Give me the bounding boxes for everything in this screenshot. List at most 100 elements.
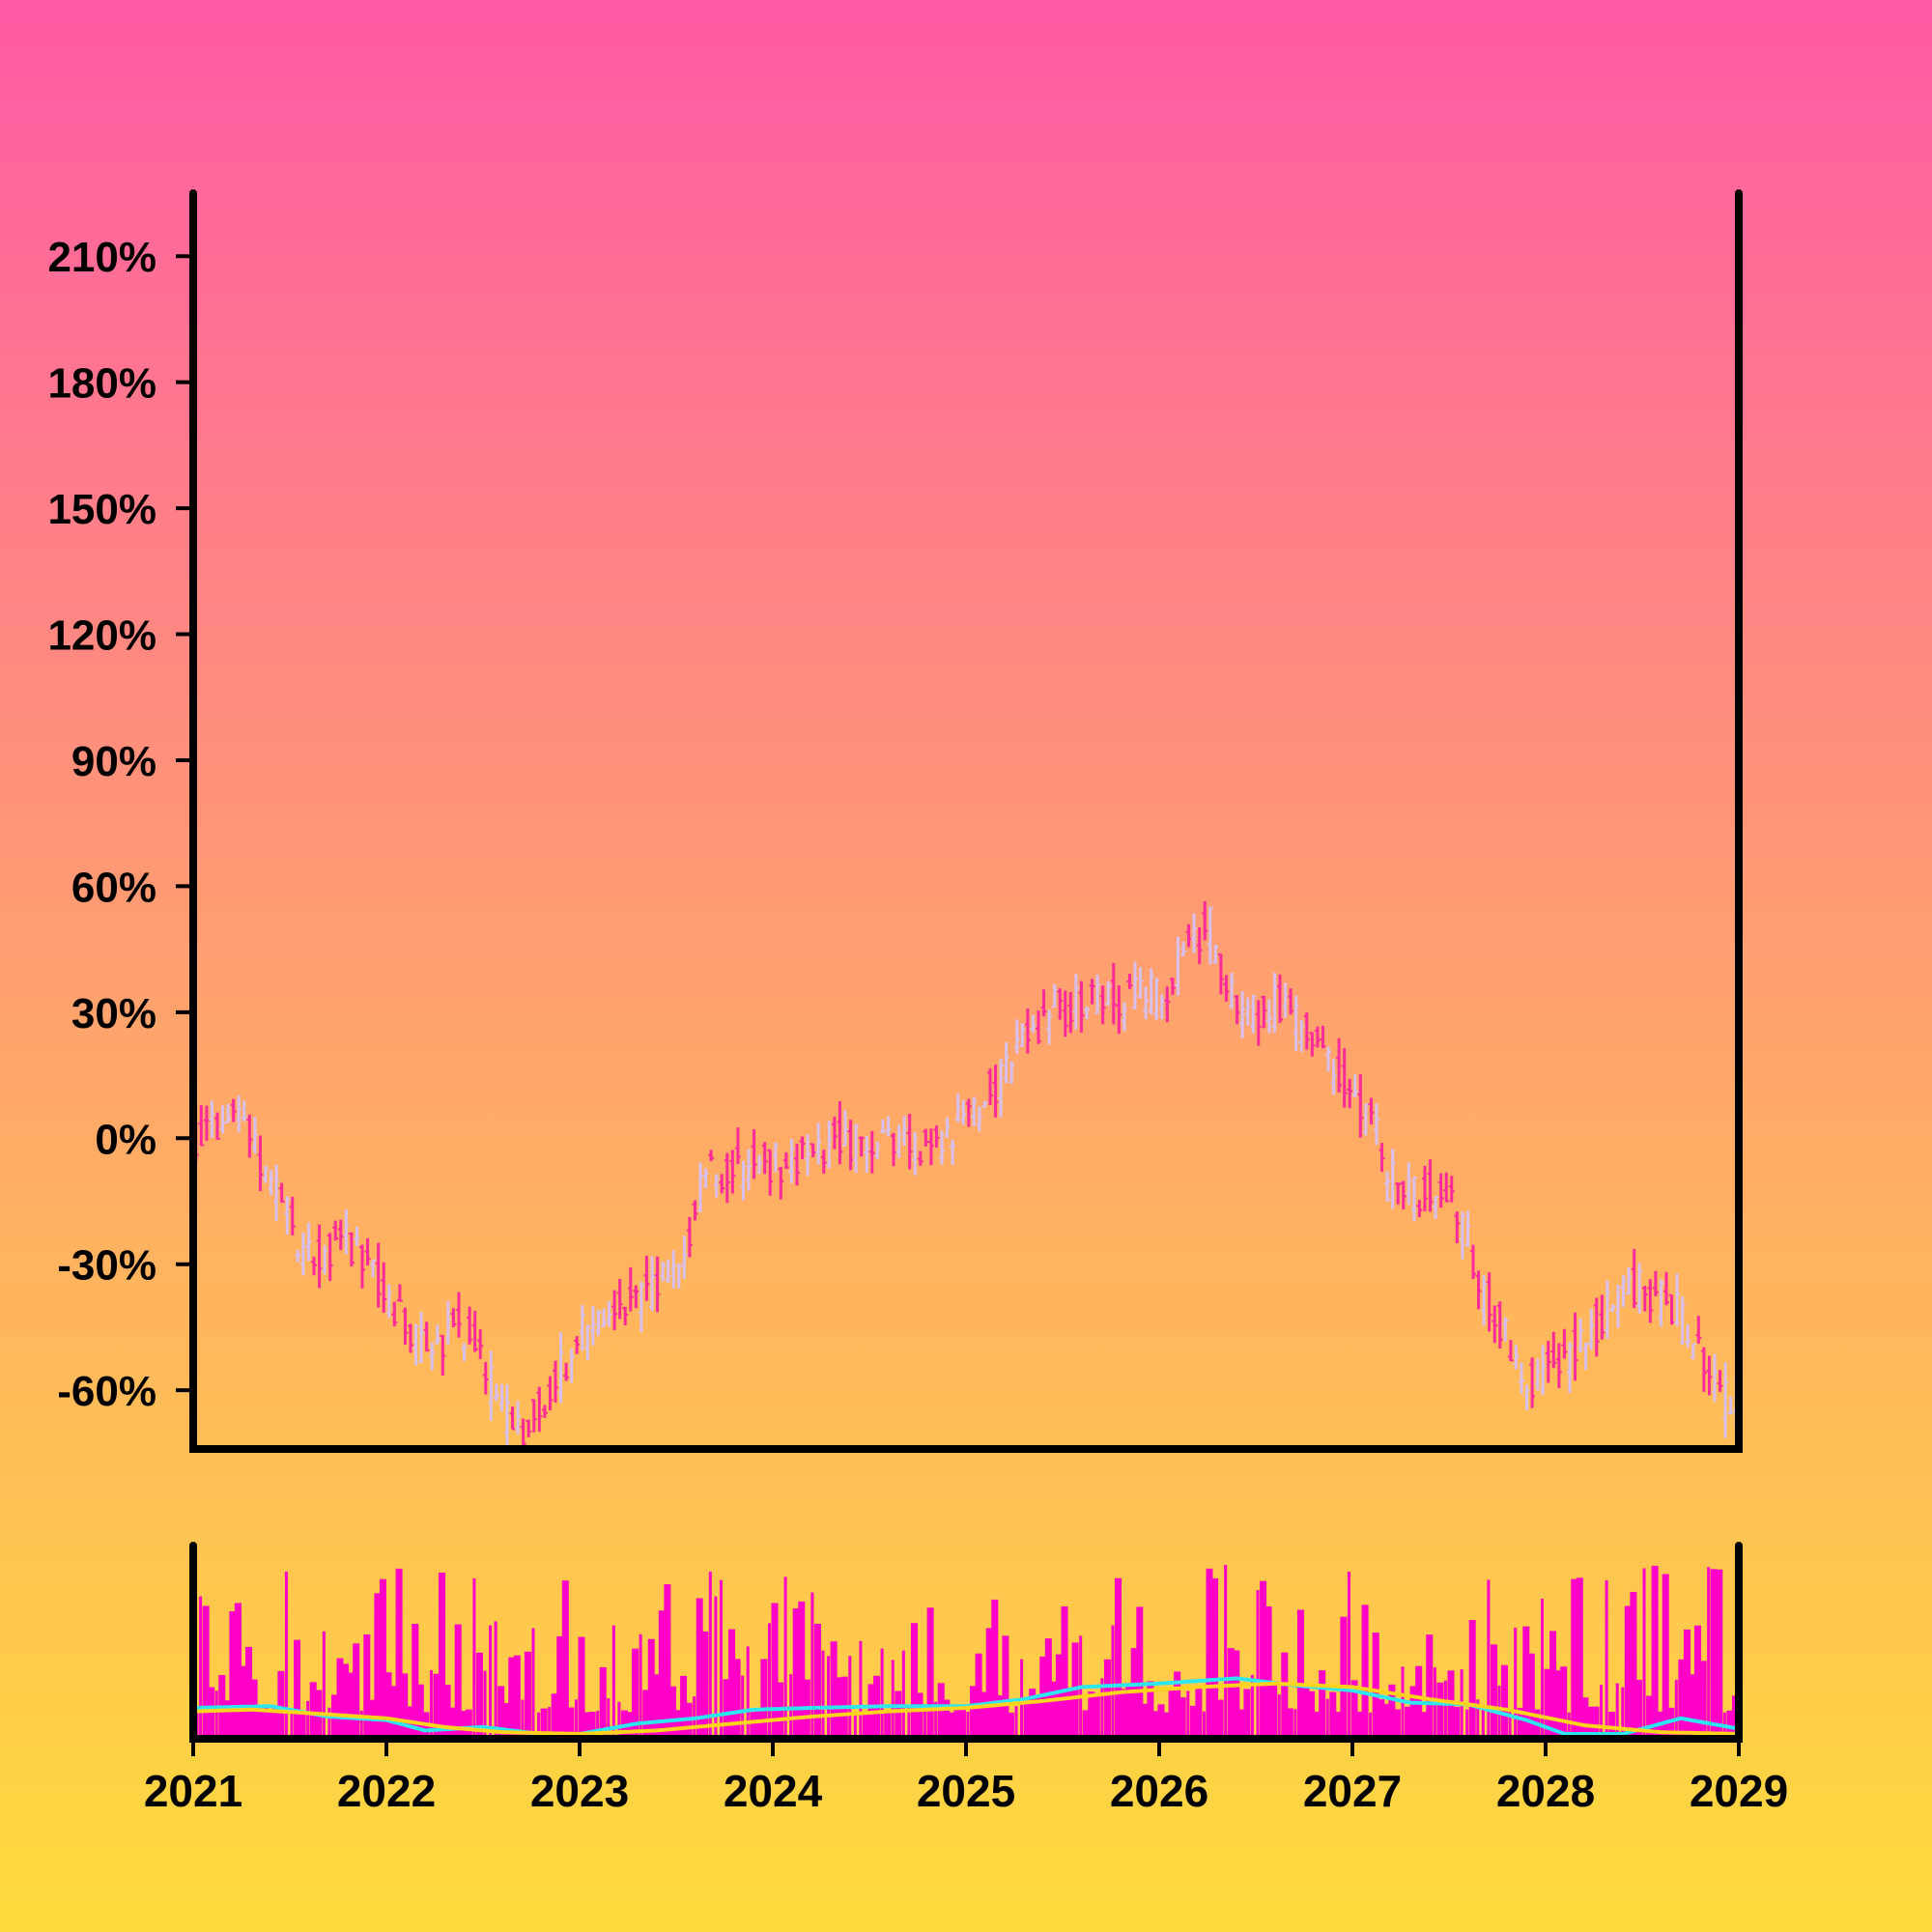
volume-bar	[439, 1573, 446, 1739]
volume-bar	[261, 1706, 269, 1739]
volume-bar	[664, 1584, 671, 1739]
volume-bar	[540, 1708, 548, 1739]
volume-bar	[1211, 1577, 1219, 1739]
volume-bar	[537, 1712, 541, 1739]
volume-bar	[901, 1650, 905, 1739]
volume-bar	[923, 1705, 927, 1739]
volume-bar	[1605, 1579, 1608, 1739]
volume-bar	[472, 1577, 476, 1739]
volume-bar	[1615, 1683, 1619, 1739]
volume-bar	[996, 1695, 1004, 1739]
volume-bar	[750, 1712, 757, 1739]
volume-bar	[696, 1598, 703, 1739]
volume-bar	[1678, 1659, 1686, 1739]
volume-bar	[277, 1670, 285, 1739]
volume-bar	[578, 1636, 585, 1739]
volume-bar	[1296, 1609, 1304, 1739]
volume-bar	[1522, 1626, 1530, 1739]
volume-bar	[1189, 1705, 1197, 1739]
volume-bar	[556, 1635, 564, 1739]
volume-bar	[1689, 1674, 1696, 1739]
volume-bar	[1356, 1711, 1364, 1739]
volume-bar	[599, 1666, 607, 1739]
volume-bar	[1103, 1659, 1111, 1739]
volume-bar	[596, 1711, 600, 1739]
volume-bar	[1527, 1653, 1535, 1739]
volume-bar	[342, 1663, 350, 1739]
volume-bar	[798, 1601, 806, 1739]
volume-bar	[1270, 1681, 1278, 1739]
volume-bar	[1667, 1707, 1675, 1739]
volume-bar	[583, 1712, 591, 1739]
volume-bar	[617, 1701, 621, 1739]
volume-bar	[271, 1706, 279, 1739]
volume-bar	[1586, 1706, 1594, 1739]
x-tick-label: 2022	[337, 1766, 436, 1816]
volume-bar	[934, 1701, 938, 1739]
volume-bar	[1699, 1661, 1707, 1739]
volume-bar	[294, 1639, 301, 1739]
volume-bar	[1243, 1689, 1251, 1739]
volume-bar	[958, 1706, 966, 1739]
volume-bar	[653, 1674, 661, 1739]
volume-bar	[298, 1712, 306, 1739]
volume-bar	[443, 1685, 451, 1739]
volume-bar	[234, 1603, 242, 1739]
volume-bar	[199, 1596, 203, 1739]
volume-bar	[1436, 1682, 1444, 1739]
volume-bar	[256, 1705, 264, 1739]
volume-bar	[1195, 1688, 1203, 1739]
volume-bar	[1540, 1599, 1544, 1739]
x-tick-label: 2028	[1496, 1766, 1595, 1816]
volume-bar	[449, 1707, 457, 1739]
volume-bar	[1157, 1704, 1165, 1739]
x-tick-label: 2026	[1110, 1766, 1208, 1816]
volume-bar	[574, 1699, 578, 1739]
volume-bar	[1634, 1679, 1642, 1739]
volume-bar	[1256, 1590, 1260, 1739]
volume-bar	[1361, 1605, 1369, 1739]
volume-bar	[813, 1623, 821, 1739]
volume-bar	[1120, 1689, 1127, 1739]
volume-bar	[723, 1679, 730, 1739]
y-tick-label: 90%	[71, 738, 156, 785]
x-tick-label: 2029	[1690, 1766, 1788, 1816]
volume-bar	[668, 1686, 676, 1739]
volume-bar	[1044, 1638, 1052, 1739]
volume-bar	[1476, 1699, 1480, 1739]
volume-bar	[792, 1607, 800, 1739]
volume-bar	[208, 1687, 215, 1739]
volume-bar	[1372, 1633, 1379, 1739]
volume-bar	[588, 1712, 596, 1739]
volume-bar	[953, 1706, 961, 1739]
volume-bar	[1163, 1712, 1171, 1739]
volume-bar	[1186, 1690, 1190, 1739]
volume-bar	[412, 1624, 419, 1739]
volume-bar	[214, 1690, 218, 1739]
volume-bar	[363, 1634, 371, 1739]
volume-bar	[943, 1699, 951, 1739]
volume-bar	[910, 1623, 918, 1739]
volume-bar	[1141, 1703, 1149, 1739]
volume-bar	[1694, 1625, 1702, 1739]
volume-bar	[1544, 1668, 1551, 1739]
volume-bar	[862, 1711, 869, 1739]
volume-bar	[1325, 1698, 1329, 1739]
volume-bar	[1002, 1635, 1009, 1739]
volume-bar	[1014, 1706, 1018, 1739]
volume-bar	[1130, 1648, 1138, 1739]
y-tick-label: 150%	[47, 486, 156, 533]
volume-bar	[1683, 1629, 1690, 1739]
y-tick-label: 0%	[95, 1116, 156, 1163]
volume-bar	[1508, 1710, 1512, 1739]
volume-bar	[1050, 1681, 1058, 1739]
volume-bar	[551, 1693, 558, 1739]
volume-bar	[1115, 1577, 1122, 1739]
volume-bar	[754, 1711, 762, 1739]
volume-bar	[1443, 1680, 1447, 1739]
volume-bar	[916, 1692, 923, 1739]
volume-bar	[1227, 1648, 1235, 1739]
volume-bar	[1409, 1686, 1417, 1739]
volume-bar	[891, 1660, 895, 1739]
